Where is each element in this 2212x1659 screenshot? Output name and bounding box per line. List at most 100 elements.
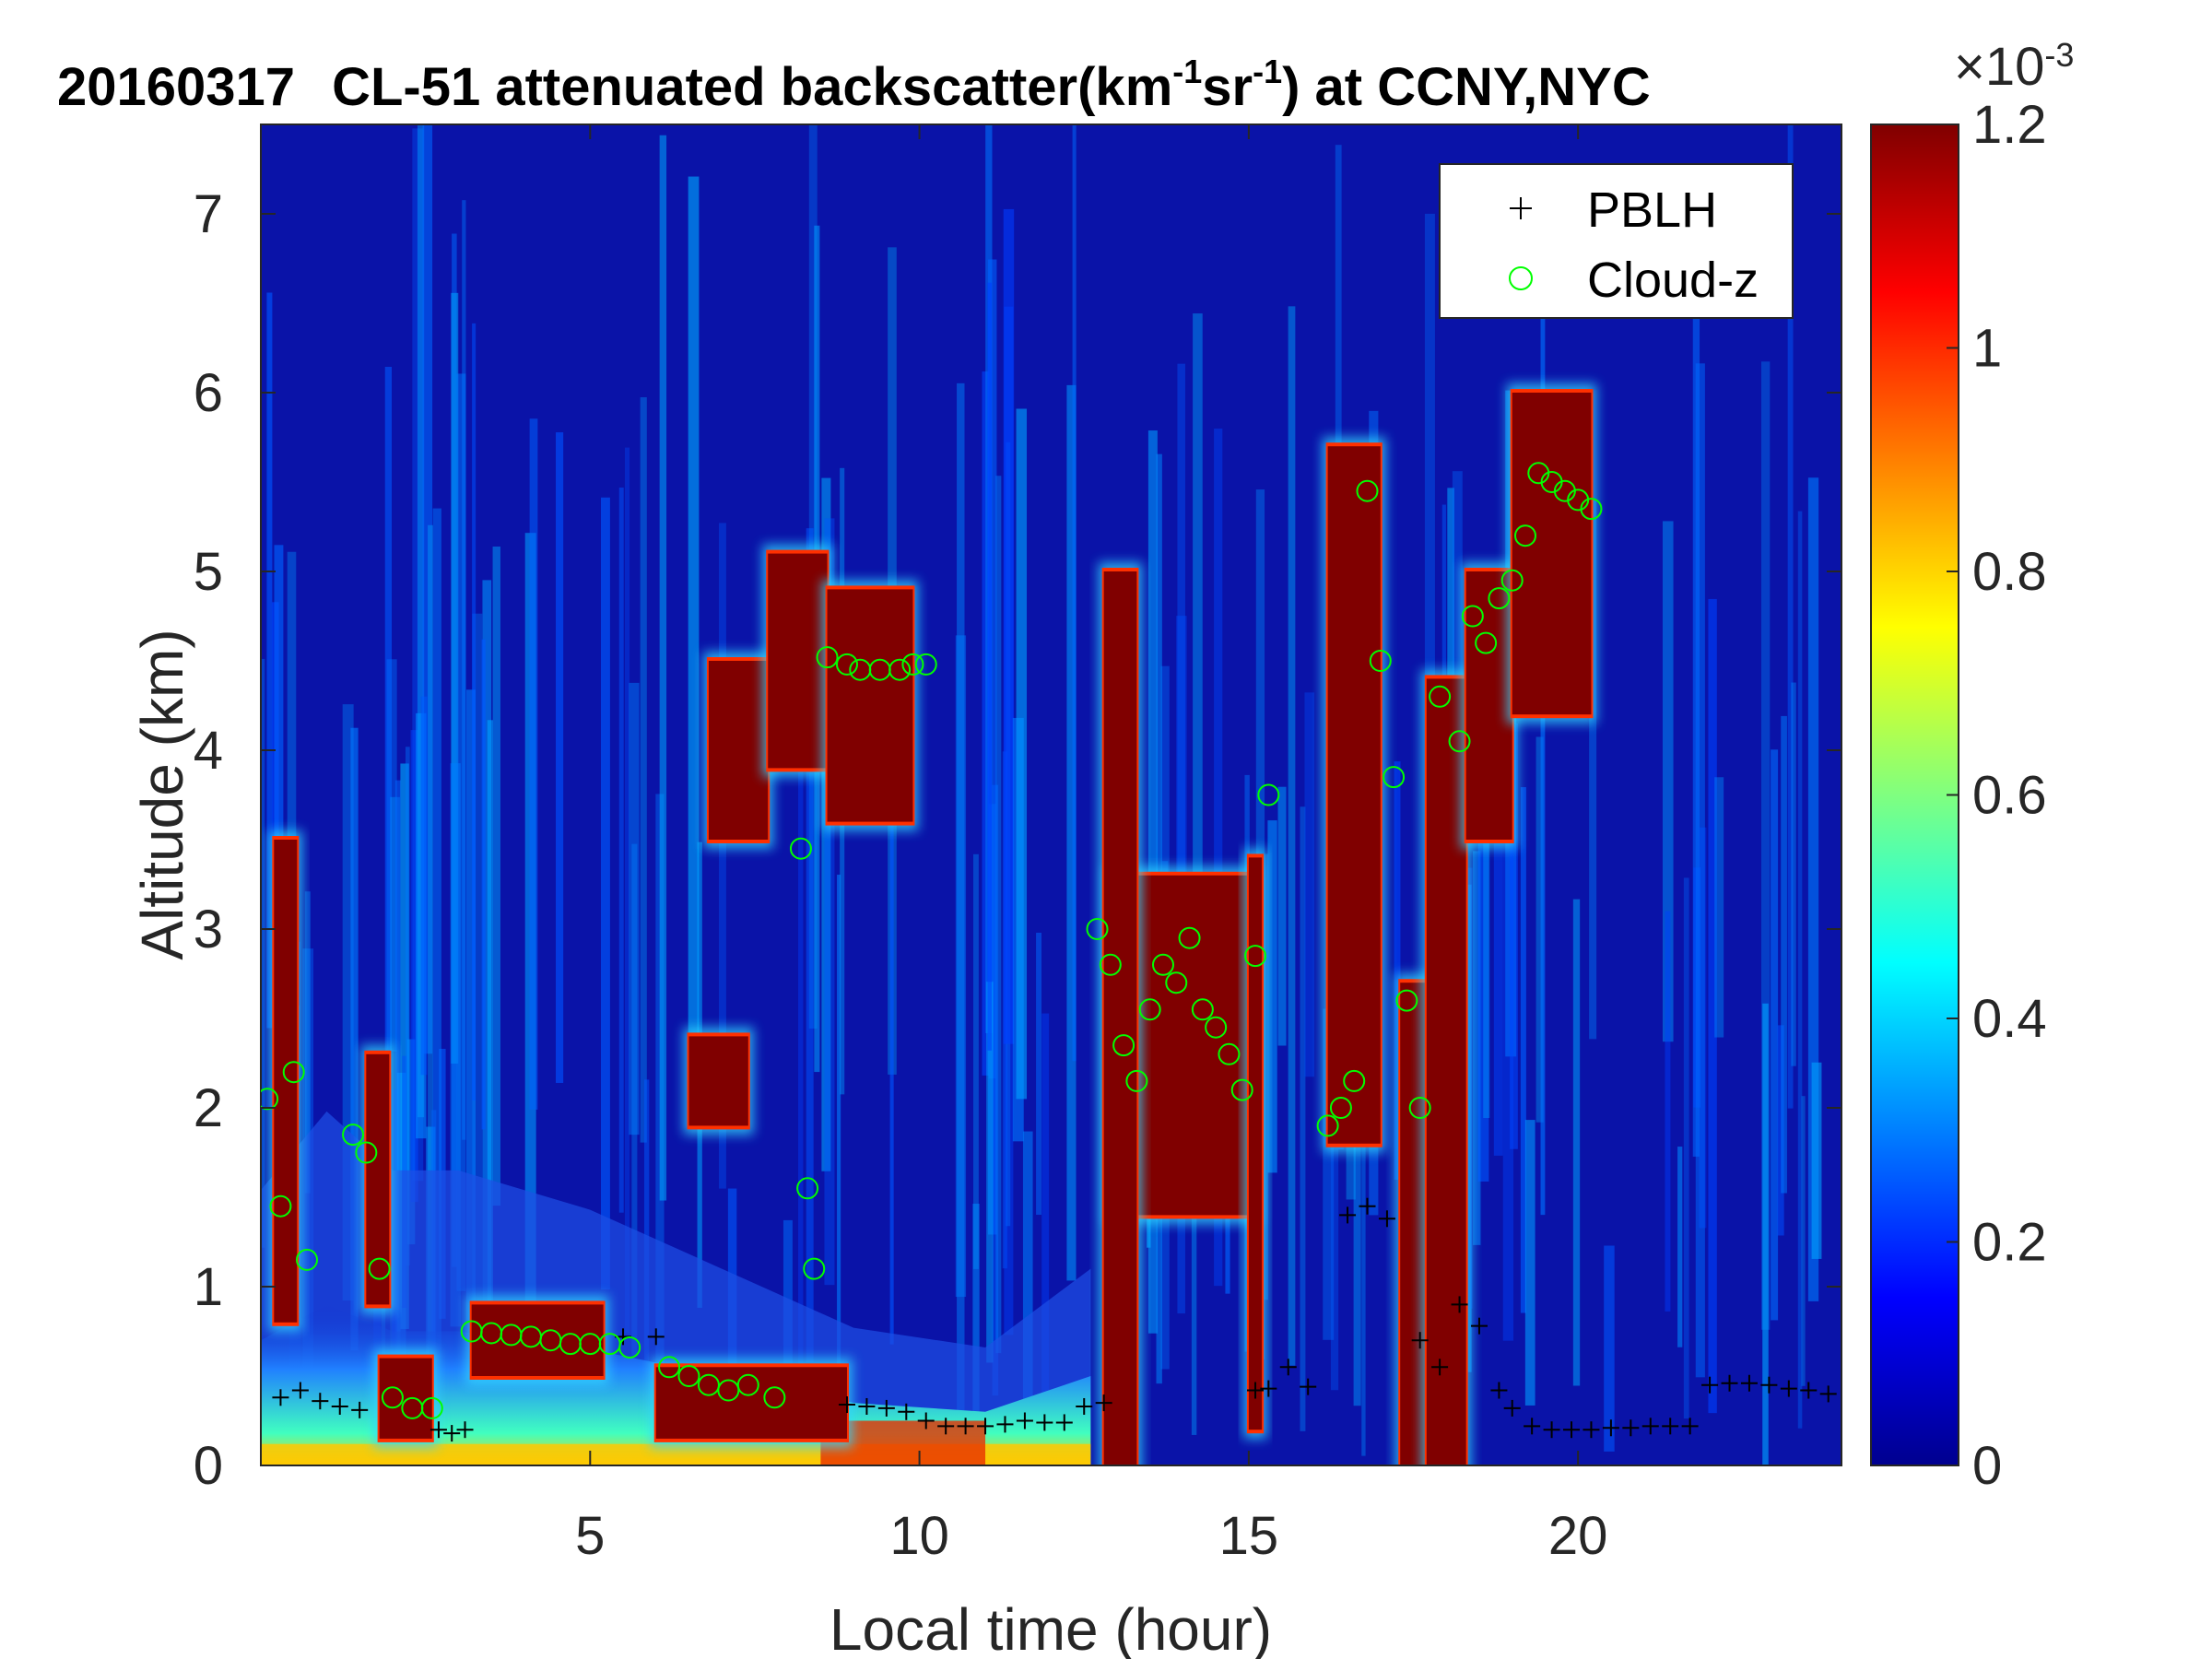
colorbar-tick-label: 1 — [1972, 319, 2002, 379]
colorbar-tick-label: 0.8 — [1972, 542, 2047, 602]
heatmap-plot-area — [261, 124, 1841, 1465]
marker-cloud-z — [342, 1124, 365, 1147]
legend-marker-cloud-z — [1509, 266, 1533, 290]
streak — [1330, 1032, 1339, 1391]
cloud-patches — [268, 383, 1597, 1465]
streak — [1214, 429, 1223, 1287]
marker-cloud-z — [1112, 1034, 1135, 1057]
marker-cloud-z — [1125, 1069, 1148, 1092]
marker-cloud-z — [658, 1356, 681, 1379]
marker-cloud-z — [1369, 650, 1392, 672]
streak — [1807, 477, 1819, 1301]
marker-pblh — [647, 1328, 665, 1346]
marker-pblh — [1490, 1382, 1508, 1399]
y-tick-label: 6 — [194, 363, 223, 423]
marker-pblh — [1411, 1332, 1429, 1349]
marker-cloud-z — [835, 653, 858, 676]
streak — [1572, 899, 1581, 1386]
streak — [987, 282, 992, 1051]
streak — [1022, 1131, 1033, 1462]
legend-marker-pblh — [1510, 197, 1532, 219]
marker-pblh — [1247, 1382, 1265, 1399]
colorbar-tick-label: 0.4 — [1972, 989, 2047, 1049]
streak — [629, 682, 640, 1135]
streak — [1288, 306, 1296, 1366]
streak — [481, 639, 486, 1130]
streak — [261, 658, 265, 1248]
marker-pblh — [1451, 1296, 1468, 1313]
marker-pblh — [429, 1421, 447, 1439]
colorbar-tick-label: 0.2 — [1972, 1213, 2047, 1273]
marker-pblh — [1378, 1210, 1395, 1228]
marker-cloud-z — [1356, 479, 1379, 502]
marker-cloud-z — [1448, 730, 1471, 753]
streak — [416, 712, 427, 1139]
streak — [1277, 786, 1287, 1046]
streak — [1493, 796, 1503, 1156]
marker-cloud-z — [1475, 631, 1498, 654]
marker-cloud-z — [1191, 998, 1214, 1021]
chart-title: 20160317 CL-51 attenuated backscatter(km-… — [57, 53, 1651, 117]
streak — [1791, 682, 1796, 1066]
marker-series — [261, 462, 1837, 1442]
streak — [1394, 761, 1401, 1180]
streak — [450, 763, 461, 1327]
cloud-patch — [1103, 571, 1137, 1465]
marker-cloud-z — [282, 1061, 305, 1084]
streak — [798, 625, 804, 1419]
colorbar-tick-label: 0.6 — [1972, 766, 2047, 826]
streak — [266, 292, 273, 1029]
marker-pblh — [1760, 1376, 1778, 1394]
streak — [1323, 1008, 1335, 1340]
streak — [1041, 1013, 1050, 1442]
streak — [1473, 851, 1481, 1245]
streak — [1036, 933, 1042, 1216]
cloud-patch — [1426, 678, 1466, 1465]
streak — [1797, 511, 1803, 1429]
streak — [412, 128, 424, 1182]
marker-pblh — [898, 1403, 915, 1420]
cloud-patch — [655, 1367, 847, 1439]
y-tick-label: 2 — [194, 1078, 223, 1138]
marker-pblh — [456, 1421, 474, 1439]
marker-pblh — [1339, 1206, 1357, 1224]
streak — [1714, 777, 1724, 1038]
marker-cloud-z — [1205, 1016, 1228, 1039]
marker-pblh — [1602, 1419, 1619, 1437]
streak — [824, 518, 835, 1286]
streak — [1760, 361, 1771, 1330]
streak — [1535, 736, 1544, 1123]
marker-pblh — [1300, 1378, 1317, 1395]
colorbar-tick-label: 0 — [1972, 1436, 2002, 1496]
marker-pblh — [937, 1418, 955, 1435]
streak — [640, 397, 647, 1143]
streak — [1811, 1062, 1822, 1259]
marker-cloud-z — [1580, 498, 1603, 521]
marker-cloud-z — [1099, 953, 1122, 976]
cloud-patch — [366, 1053, 390, 1305]
x-tick-label: 15 — [1219, 1506, 1279, 1566]
marker-cloud-z — [368, 1257, 391, 1280]
streak — [1510, 723, 1518, 1149]
marker-cloud-z — [1488, 587, 1511, 610]
streak — [624, 447, 630, 1334]
marker-cloud-z — [796, 1177, 819, 1200]
marker-cloud-z — [763, 1386, 786, 1409]
cloud-patch — [708, 661, 769, 840]
marker-cloud-z — [381, 1386, 404, 1409]
streak — [1003, 208, 1015, 1044]
x-tick-label: 5 — [575, 1506, 605, 1566]
marker-cloud-z — [1500, 569, 1524, 592]
colorbar — [1871, 124, 1959, 1465]
marker-pblh — [838, 1396, 855, 1414]
streak — [972, 853, 979, 1269]
marker-pblh — [877, 1399, 895, 1417]
y-tick-label: 4 — [194, 721, 223, 781]
marker-pblh — [957, 1418, 974, 1435]
marker-pblh — [1583, 1421, 1600, 1439]
streak — [1520, 787, 1526, 1313]
y-tick-label: 5 — [194, 542, 223, 602]
marker-pblh — [1095, 1394, 1112, 1412]
streak — [472, 613, 483, 1460]
